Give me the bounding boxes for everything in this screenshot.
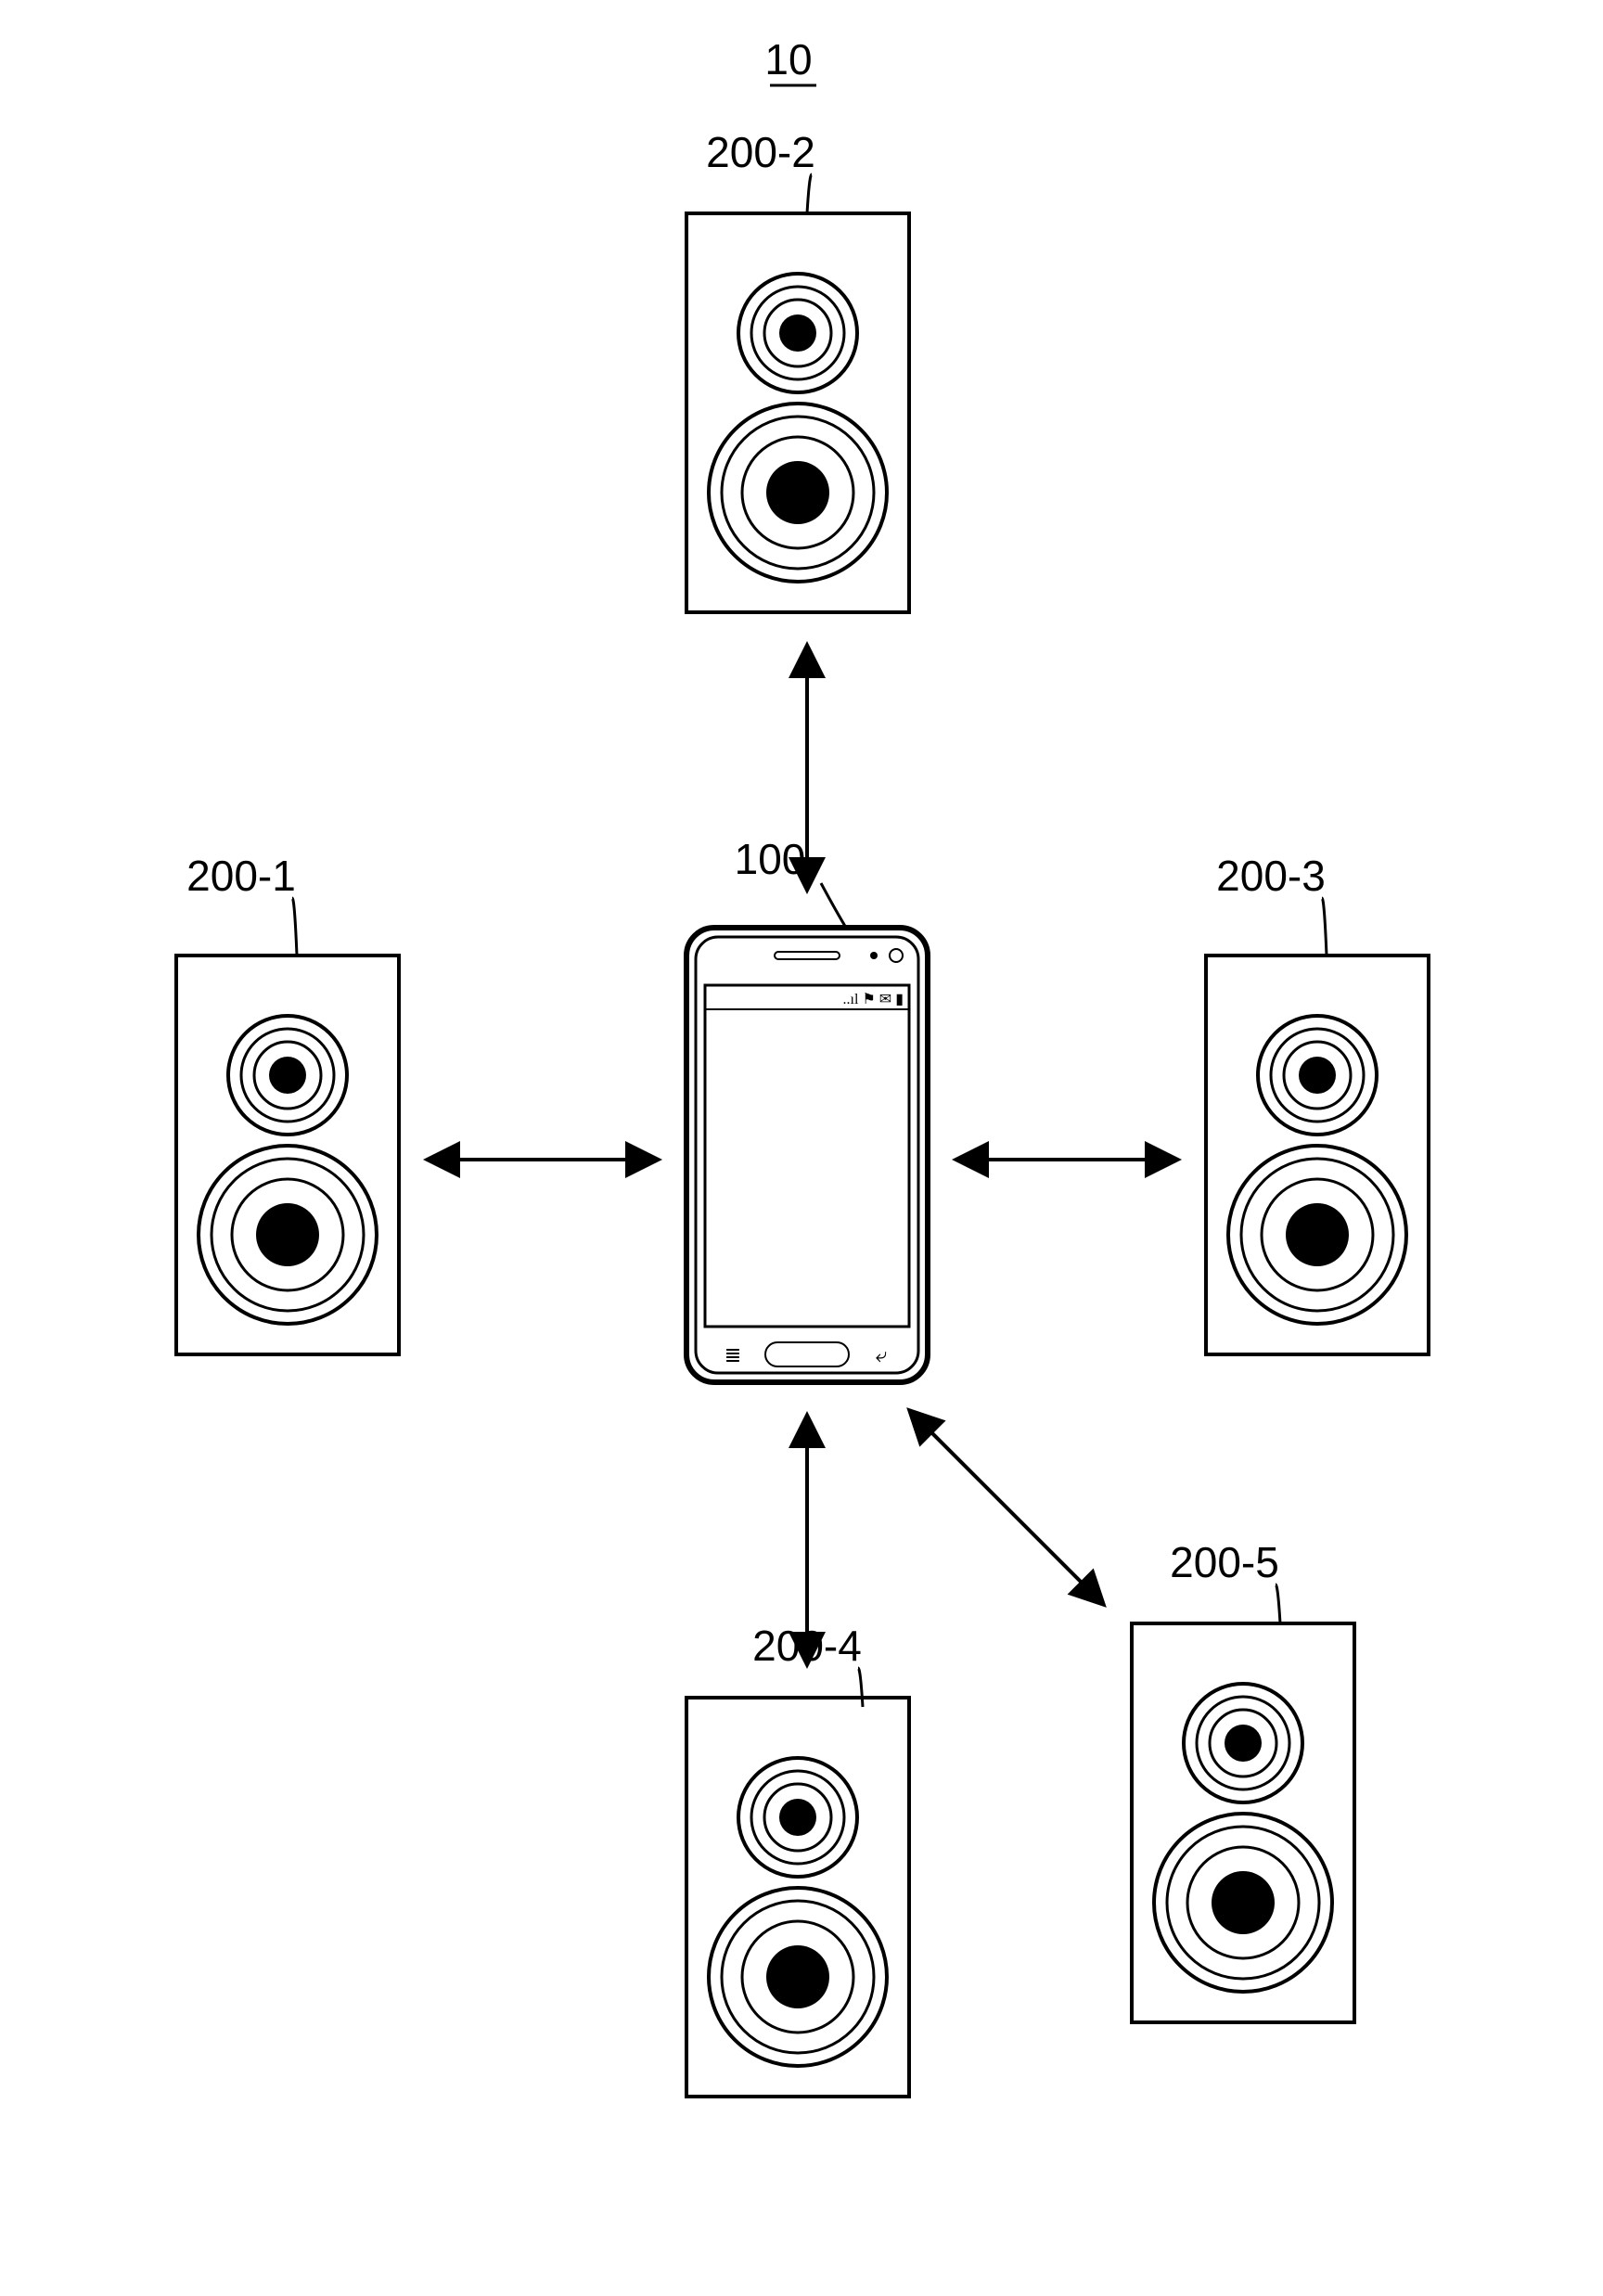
phone-sensor bbox=[870, 952, 878, 959]
leader-200-4 bbox=[858, 1668, 863, 1707]
speaker-200-5 bbox=[1132, 1623, 1354, 2022]
figure-number: 10 bbox=[764, 35, 812, 83]
leader-200-2 bbox=[807, 174, 812, 213]
leader-200-1 bbox=[292, 898, 297, 956]
speaker-200-1 bbox=[176, 956, 399, 1354]
phone-leader bbox=[821, 883, 846, 928]
speaker-200-4 bbox=[686, 1698, 909, 2097]
phone-softkey-right: ⤶ bbox=[876, 1343, 887, 1366]
phone: ..ıl ⚑ ✉ ▮ ≣ ⤶ bbox=[686, 928, 928, 1382]
phone-label: 100 bbox=[735, 835, 806, 883]
speaker-label-200-2: 200-2 bbox=[706, 128, 815, 176]
phone-softkey-left: ≣ bbox=[725, 1343, 741, 1366]
phone-status-icons: ..ıl ⚑ ✉ ▮ bbox=[843, 992, 904, 1007]
leader-200-3 bbox=[1322, 898, 1327, 956]
speaker-200-3 bbox=[1206, 956, 1429, 1354]
connection-arrow-5 bbox=[909, 1410, 1104, 1605]
speaker-label-200-5: 200-5 bbox=[1170, 1538, 1279, 1586]
speaker-label-200-3: 200-3 bbox=[1216, 852, 1326, 900]
leader-200-5 bbox=[1276, 1584, 1280, 1623]
speaker-200-2 bbox=[686, 213, 909, 612]
speaker-label-200-1: 200-1 bbox=[186, 852, 296, 900]
phone-screen bbox=[705, 985, 909, 1327]
